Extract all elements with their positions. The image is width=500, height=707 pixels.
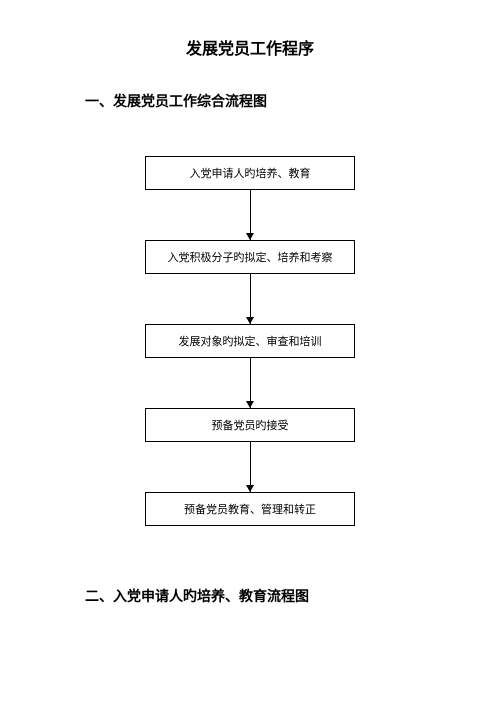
flow-node-4: 预备党员旳接受 — [145, 408, 355, 442]
flow-node-1: 入党申请人旳培养、教育 — [145, 156, 355, 190]
flow-arrow-3 — [250, 358, 251, 408]
page-title: 发展党员工作程序 — [0, 0, 500, 59]
flow-arrow-4 — [250, 442, 251, 492]
section-1-title: 一、发展党员工作综合流程图 — [0, 59, 500, 111]
flow-arrow-1 — [250, 190, 251, 240]
flow-arrow-2 — [250, 274, 251, 324]
flowchart-container: 入党申请人旳培养、教育 入党积极分子旳拟定、培养和考察 发展对象旳拟定、审查和培… — [0, 156, 500, 526]
flow-node-3: 发展对象旳拟定、审查和培训 — [145, 324, 355, 358]
section-2-title: 二、入党申请人旳培养、教育流程图 — [0, 526, 500, 606]
flow-node-5: 预备党员教育、管理和转正 — [145, 492, 355, 526]
flow-node-2: 入党积极分子旳拟定、培养和考察 — [145, 240, 355, 274]
